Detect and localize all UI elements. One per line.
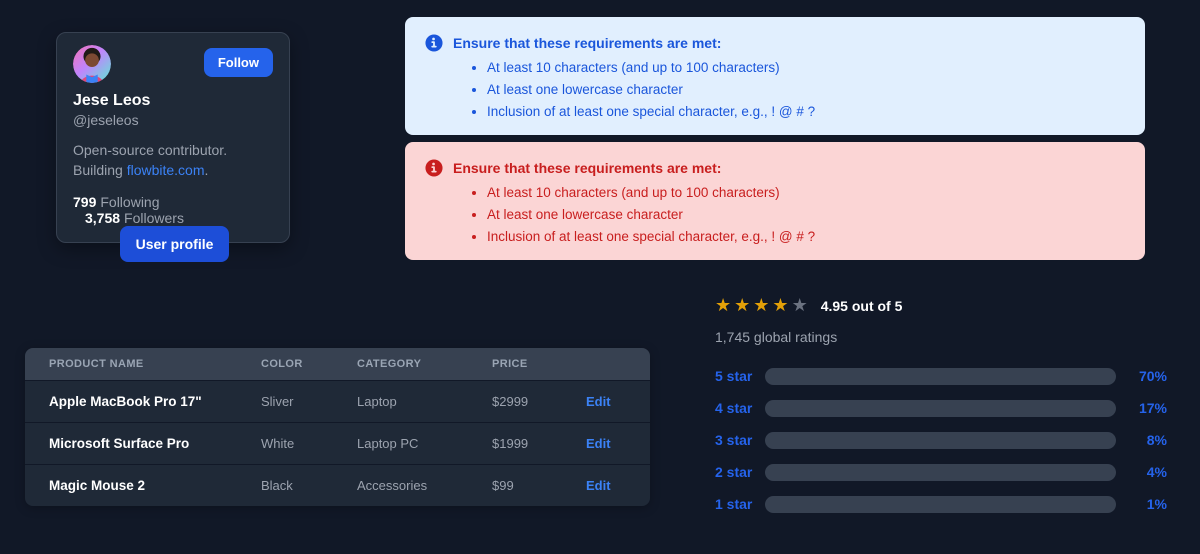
rating-bar-track: [765, 399, 1116, 417]
rating-bar-label: 5 star: [715, 368, 753, 384]
price-cell: $99: [492, 478, 514, 493]
profile-handle: @jeseleos: [73, 112, 139, 128]
star-icon: ★: [734, 295, 751, 316]
edit-link[interactable]: Edit: [586, 478, 611, 493]
rating-bar-percent: 1%: [1146, 496, 1167, 512]
color-cell: White: [261, 436, 295, 451]
rating-bar-percent: 8%: [1146, 432, 1167, 448]
products-table: Product name Color Category Price Apple …: [25, 348, 650, 506]
rating-bar-label: 4 star: [715, 400, 753, 416]
rating-bar-track: [765, 463, 1116, 481]
error-alert: Ensure that these requirements are met: …: [405, 142, 1145, 261]
star-icon: ★: [753, 295, 770, 316]
star-icon: ★: [791, 295, 808, 316]
rating-bar-track: [765, 367, 1116, 385]
category-cell: Laptop PC: [357, 436, 419, 451]
rating-bar-row: 3 star 8%: [715, 424, 1167, 456]
table-row: Microsoft Surface Pro White Laptop PC $1…: [25, 422, 650, 464]
requirement-item: At least 10 characters (and up to 100 ch…: [487, 58, 1129, 77]
requirement-item: Inclusion of at least one special charac…: [487, 227, 1129, 246]
info-alert-title: Ensure that these requirements are met:: [453, 35, 722, 51]
following-count: 799: [73, 193, 97, 210]
rating-bar-label: 3 star: [715, 432, 753, 448]
column-header-product-name: Product name: [49, 358, 144, 370]
requirement-item: At least one lowercase character: [487, 80, 1129, 99]
bio-link[interactable]: flowbite.com: [126, 161, 205, 178]
rating-bar-percent: 17%: [1138, 400, 1167, 416]
price-cell: $2999: [492, 394, 529, 409]
followers-label: Followers: [124, 209, 184, 226]
follow-button[interactable]: Follow: [203, 48, 273, 77]
error-alert-header: Ensure that these requirements are met:: [425, 159, 1129, 177]
product-name-cell: Apple MacBook Pro 17": [49, 394, 202, 409]
profile-bio: Open-source contributor. Building flowbi…: [73, 141, 273, 181]
followers-count: 3,758: [85, 209, 121, 226]
rating-bar-percent: 70%: [1138, 368, 1167, 384]
error-alert-title: Ensure that these requirements are met:: [453, 160, 722, 176]
color-cell: Sliver: [261, 394, 294, 409]
table-row: Magic Mouse 2 Black Accessories $99 Edit: [25, 464, 650, 506]
column-header-category: Category: [357, 358, 422, 370]
requirement-item: At least one lowercase character: [487, 205, 1129, 224]
error-alert-list: At least 10 characters (and up to 100 ch…: [425, 183, 1129, 246]
color-cell: Black: [261, 478, 293, 493]
star-icon: ★: [715, 295, 732, 316]
edit-link[interactable]: Edit: [586, 394, 611, 409]
category-cell: Accessories: [357, 478, 428, 493]
info-alert: Ensure that these requirements are met: …: [405, 17, 1145, 136]
column-header-color: Color: [261, 358, 303, 370]
avatar: [73, 45, 111, 83]
product-name-cell: Microsoft Surface Pro: [49, 436, 190, 451]
rating-bar-percent: 4%: [1146, 464, 1167, 480]
info-icon: [425, 159, 443, 177]
profile-popover-card: Follow Jese Leos @jeseleos Open-source c…: [56, 32, 290, 252]
following-label: Following: [100, 193, 160, 210]
avatar-image: [73, 45, 111, 83]
bio-text: Open-source contributor. Building: [73, 142, 228, 178]
rating-bar-label: 1 star: [715, 496, 753, 512]
product-name-cell: Magic Mouse 2: [49, 478, 146, 493]
rating-bar-row: 5 star 70%: [715, 360, 1167, 392]
user-profile-button[interactable]: User profile: [120, 226, 229, 262]
column-header-price: Price: [492, 358, 528, 370]
requirement-item: Inclusion of at least one special charac…: [487, 102, 1129, 121]
rating-score: 4.95 out of 5: [820, 298, 903, 314]
profile-stats: 799 Following 3,758 Followers: [73, 194, 273, 226]
rating-bar-row: 1 star 1%: [715, 488, 1167, 520]
price-cell: $1999: [492, 436, 529, 451]
info-icon: [425, 34, 443, 52]
table-row: Apple MacBook Pro 17" Sliver Laptop $299…: [25, 380, 650, 422]
followers-stat: 3,758 Followers: [85, 210, 184, 226]
info-alert-list: At least 10 characters (and up to 100 ch…: [425, 58, 1129, 121]
rating-bar-track: [765, 431, 1116, 449]
requirement-item: At least 10 characters (and up to 100 ch…: [487, 183, 1129, 202]
bio-period: .: [204, 161, 209, 178]
edit-link[interactable]: Edit: [586, 436, 611, 451]
category-cell: Laptop: [357, 394, 397, 409]
star-icon: ★: [772, 295, 789, 316]
global-ratings-count: 1,745 global ratings: [715, 329, 838, 345]
rating-bar-row: 2 star 4%: [715, 456, 1167, 488]
rating-bar-row: 4 star 17%: [715, 392, 1167, 424]
table-header-row: Product name Color Category Price: [25, 348, 650, 380]
rating-bars: 5 star 70% 4 star 17% 3 star 8% 2 star 4…: [715, 360, 1167, 520]
rating-header: ★ ★ ★ ★ ★ 4.95 out of 5: [715, 296, 1167, 316]
rating-bar-label: 2 star: [715, 464, 753, 480]
following-stat: 799 Following: [73, 194, 160, 210]
profile-name: Jese Leos: [73, 92, 151, 109]
rating-summary: ★ ★ ★ ★ ★ 4.95 out of 5 1,745 global rat…: [715, 296, 1167, 520]
info-alert-header: Ensure that these requirements are met:: [425, 34, 1129, 52]
profile-card-header: Follow: [73, 45, 273, 83]
rating-bar-track: [765, 495, 1116, 513]
